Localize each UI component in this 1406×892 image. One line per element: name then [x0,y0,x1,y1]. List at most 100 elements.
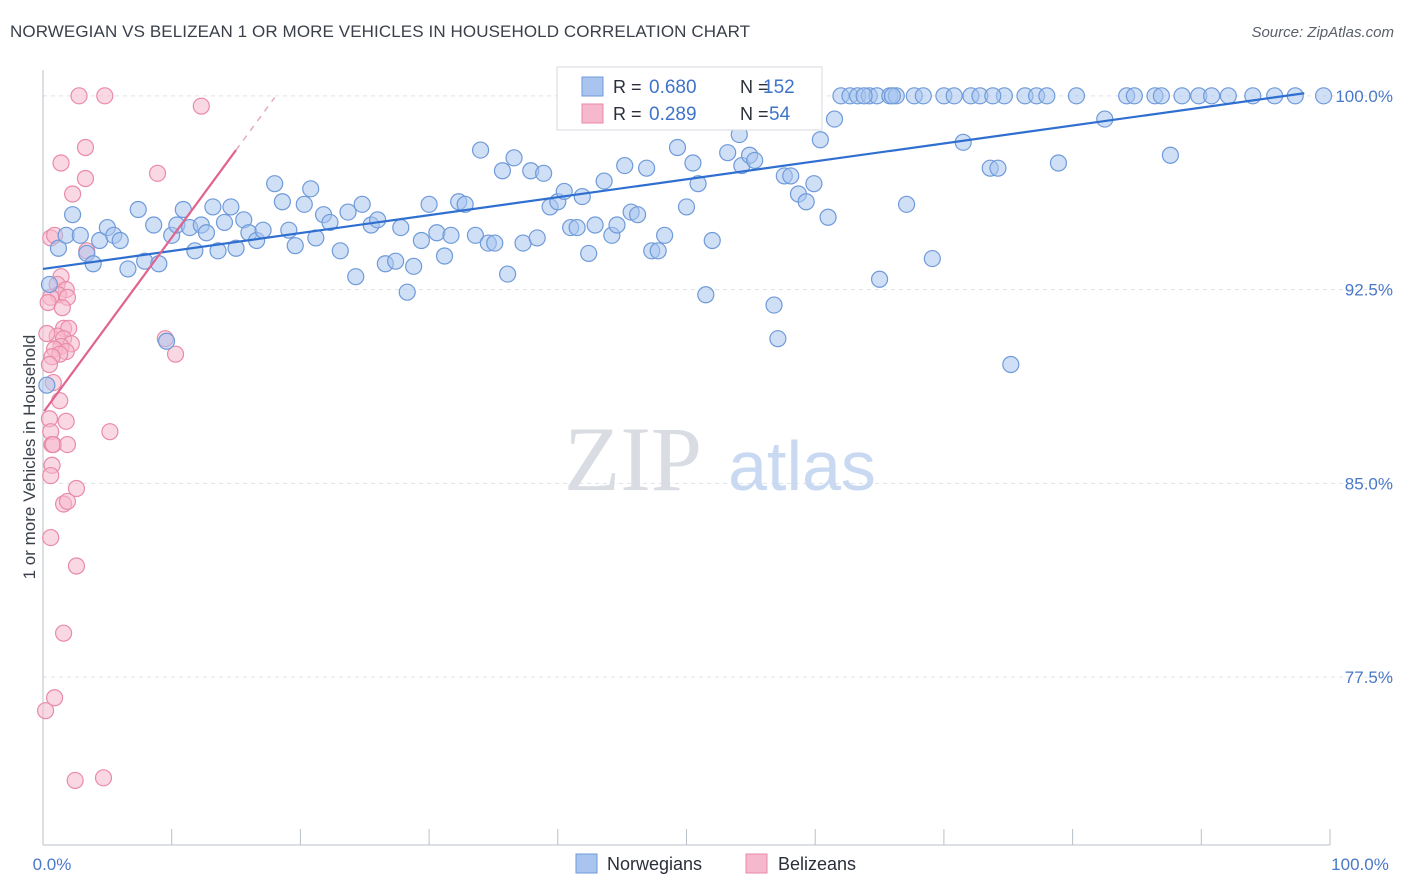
norwegian-point [819,208,837,226]
bottom-legend-swatch-norwegians [575,853,598,874]
norwegian-point [989,159,1007,177]
norwegian-point [719,144,737,162]
belizean-point [57,412,75,430]
norwegian-point [535,164,553,182]
belizean-point [58,492,77,511]
norwegian-point [286,237,304,255]
norwegian-point [466,226,485,244]
norwegian-point [412,231,430,250]
norwegian-point [923,249,941,268]
belizean-point [40,355,59,374]
belizean-point [58,435,77,454]
belizean-point [67,557,86,575]
belizean-point [42,466,60,485]
belizean-point [54,624,73,642]
norwegian-point [628,206,647,224]
legend-r-label-1: R = [613,77,642,97]
norwegian-point [656,226,674,244]
norwegian-point [855,87,873,105]
belizean-point [66,771,84,790]
norwegian-point [321,213,339,232]
norwegian-point [302,180,320,198]
norwegian-point [825,110,844,128]
norwegian-point [677,198,696,216]
legend-n-value-1: 152 [763,77,795,98]
norwegian-point [145,216,163,234]
y-axis-label: 1 or more Vehicles in Household [20,335,39,580]
x-axis-ticks [42,829,1331,845]
norwegian-point [49,239,68,257]
y-tick-label: 100.0% [1335,87,1393,106]
norwegian-point [805,175,823,193]
legend-swatch-belizeans [581,103,604,124]
norwegian-point [703,231,721,250]
norwegian-point [1038,87,1056,105]
y-tick-label: 77.5% [1345,668,1393,687]
norwegian-point [273,193,291,211]
belizean-point [96,87,114,105]
belizean-point [52,154,70,172]
belizean-point [192,97,210,115]
belizean-point [53,299,71,317]
norwegian-point [420,195,438,213]
norwegian-point [493,162,512,180]
belizean-point [101,423,119,441]
norwegian-point [616,156,634,175]
norwegian-point [782,167,800,185]
belizean-point [36,702,55,720]
norwegian-point [580,244,598,263]
belizeans-trend-line [43,149,237,412]
norwegian-point [227,239,245,257]
norwegian-point [1049,154,1068,172]
belizean-point [76,169,95,188]
norwegians-points [38,87,1333,394]
legend-n-label-2: N = [740,104,769,124]
norwegian-point [1202,87,1221,105]
norwegian-point [392,218,410,237]
source-label: Source: ZipAtlas.com [1251,24,1394,41]
trend-lines [42,92,1305,412]
norwegian-point [197,224,216,242]
norwegian-point [119,260,137,278]
bottom-legend-swatch-belizeans [745,853,768,874]
norwegian-point [442,226,460,244]
norwegian-point [797,193,815,211]
belizean-point [94,769,113,787]
norwegian-point [353,195,371,213]
bottom-legend-label-belizeans: Belizeans [778,854,856,874]
belizeans-trend-extension [235,97,276,151]
belizean-point [38,324,56,343]
norwegian-point [209,242,227,260]
norwegian-point [984,87,1002,105]
norwegian-point [1161,146,1180,164]
norwegian-point [64,206,82,224]
norwegian-point [945,87,963,105]
chart-title: NORWEGIAN VS BELIZEAN 1 OR MORE VEHICLES… [10,22,751,41]
belizean-point [51,392,69,410]
watermark-zip: ZIP [564,408,702,510]
norwegian-point [1125,87,1143,105]
legend-r-value-2: 0.289 [649,104,697,125]
norwegian-point [1314,87,1333,105]
belizean-point [45,689,64,707]
norwegian-point [595,172,613,190]
norwegian-point [38,376,56,394]
norwegian-point [129,200,147,219]
norwegian-point [254,221,272,239]
norwegian-point [586,216,604,234]
belizean-point [76,138,95,157]
norwegian-point [811,131,829,149]
norwegians-trend-line [42,92,1305,271]
norwegian-point [295,195,313,213]
norwegian-point [638,159,656,177]
norwegian-point [505,149,523,167]
belizean-point [42,528,60,547]
norwegian-point [339,203,357,221]
norwegian-point [499,265,517,283]
legend-n-value-2: 54 [769,104,791,125]
norwegian-point [1152,87,1171,105]
norwegian-point [769,330,787,348]
norwegian-point [765,296,783,314]
belizean-point [67,479,86,498]
bottom-legend-label-norwegians: Norwegians [607,854,702,874]
